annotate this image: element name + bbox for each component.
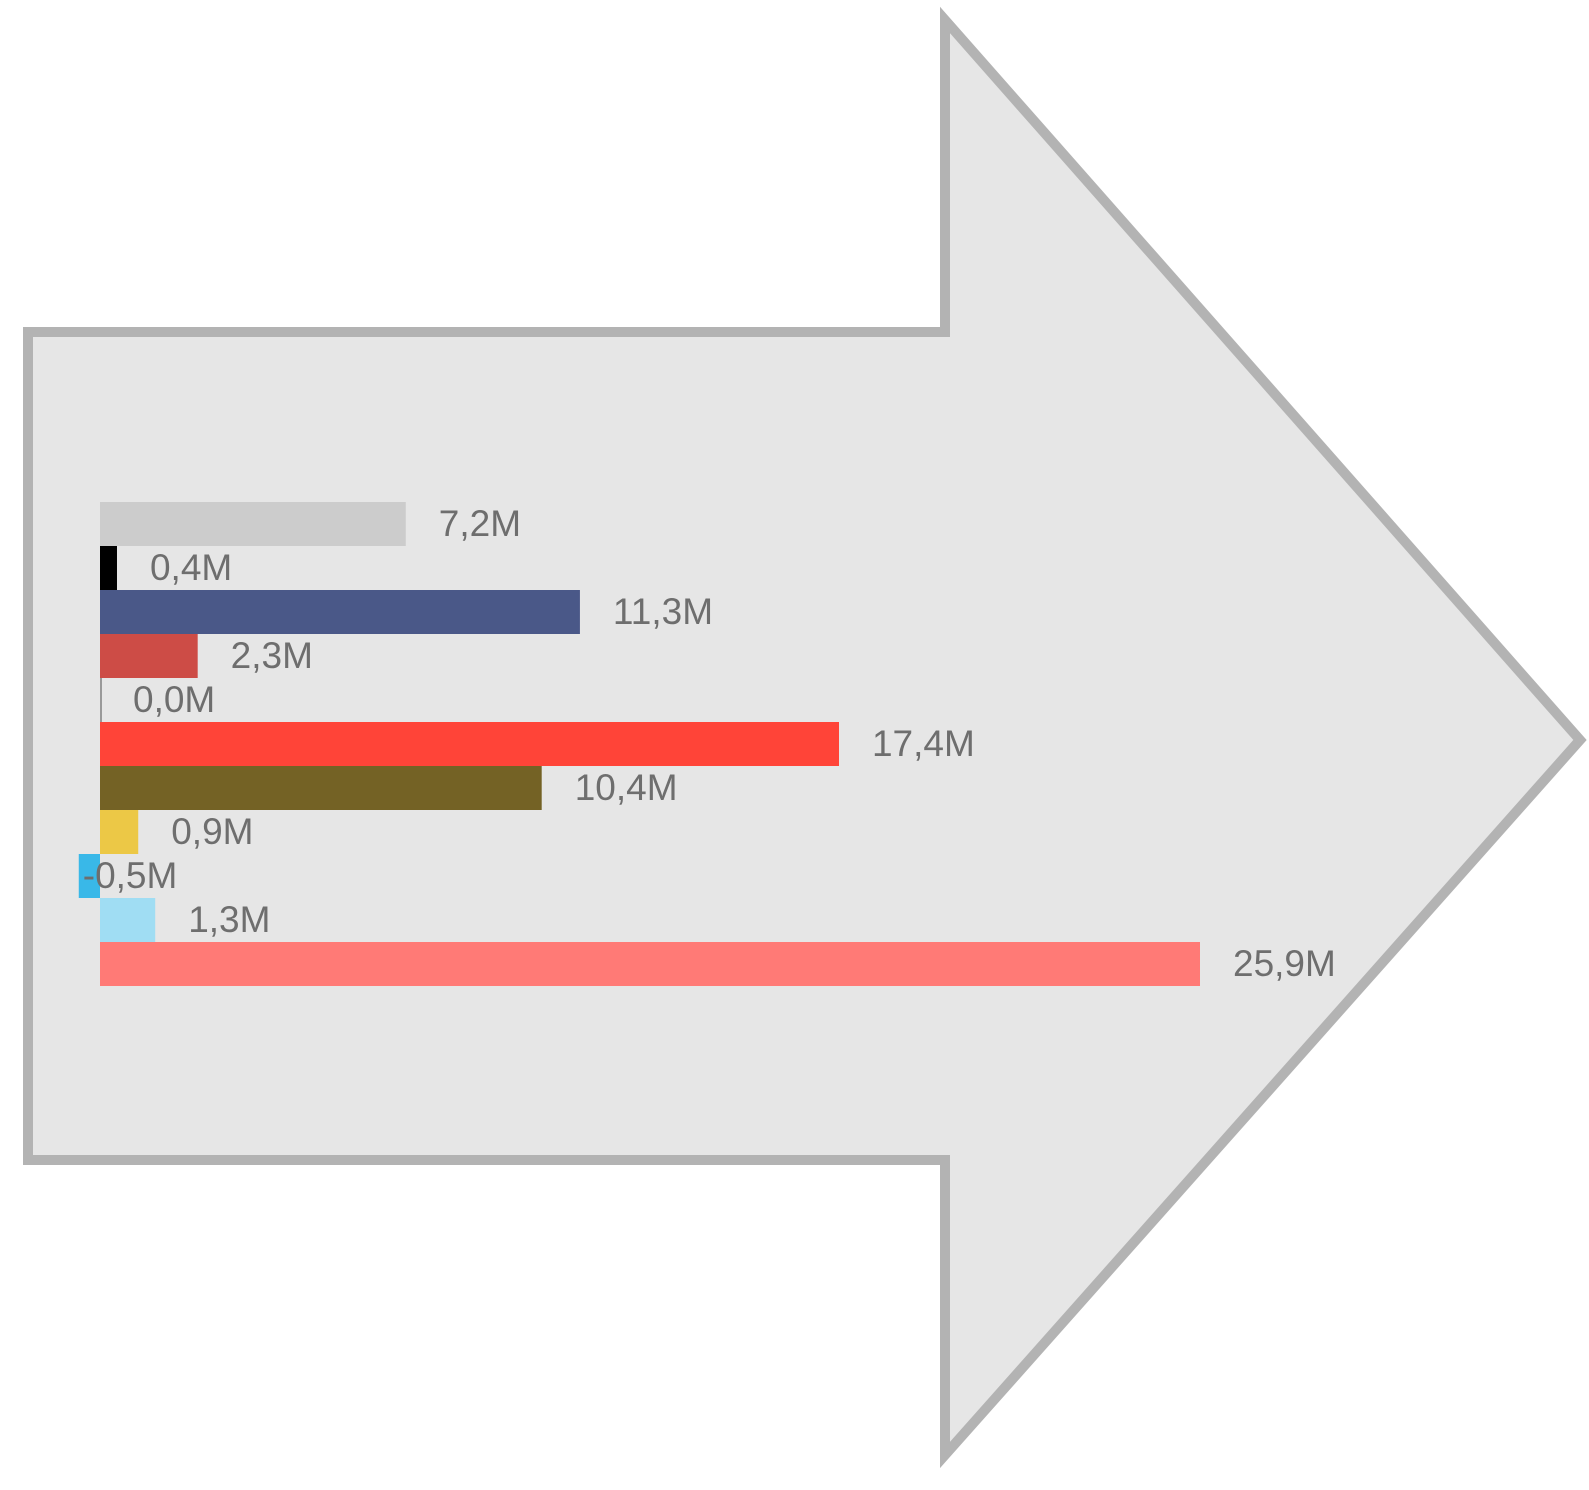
bar: [100, 942, 1200, 986]
value-label: 7,2M: [439, 503, 521, 544]
value-label: 0,9M: [171, 811, 253, 852]
bar: [100, 766, 542, 810]
value-label: 2,3M: [231, 635, 313, 676]
value-label: 10,4M: [575, 767, 678, 808]
value-label: 25,9M: [1233, 943, 1336, 984]
bar: [100, 678, 102, 722]
bar: [100, 502, 406, 546]
bar: [100, 546, 117, 590]
value-label: 0,0M: [133, 679, 215, 720]
bar: [100, 590, 580, 634]
value-label: 17,4M: [872, 723, 975, 764]
bar: [100, 634, 198, 678]
value-label: 11,3M: [613, 591, 713, 632]
bar: [100, 810, 139, 854]
bar: [78, 854, 100, 898]
bar: [100, 898, 156, 942]
bar: [100, 722, 839, 766]
value-label: -0,5M: [83, 855, 178, 896]
value-label: 1,3M: [188, 899, 270, 940]
value-label: 0,4M: [150, 547, 232, 588]
